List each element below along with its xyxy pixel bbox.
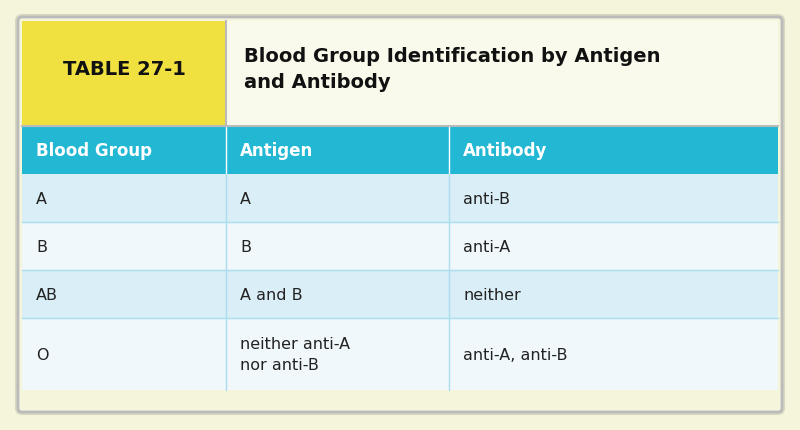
Text: neither anti-A
nor anti-B: neither anti-A nor anti-B (240, 336, 350, 372)
Text: anti-A: anti-A (463, 239, 510, 254)
Text: anti-A, anti-B: anti-A, anti-B (463, 347, 568, 362)
Text: Blood Group: Blood Group (36, 141, 152, 160)
Text: B: B (36, 239, 47, 254)
Text: A: A (240, 191, 251, 206)
FancyBboxPatch shape (16, 16, 784, 414)
Text: TABLE 27-1: TABLE 27-1 (62, 60, 186, 79)
Bar (22, 270, 778, 318)
Text: Antibody: Antibody (463, 141, 547, 160)
Text: A: A (36, 191, 47, 206)
Bar (22, 22, 226, 127)
Text: A and B: A and B (240, 287, 302, 302)
Bar (22, 127, 778, 175)
Bar (22, 318, 778, 390)
Text: B: B (240, 239, 251, 254)
Bar (22, 222, 778, 270)
Text: Antigen: Antigen (240, 141, 314, 160)
Text: O: O (36, 347, 49, 362)
Text: Blood Group Identification by Antigen
and Antibody: Blood Group Identification by Antigen an… (244, 47, 661, 92)
Bar (22, 175, 778, 222)
Text: anti-B: anti-B (463, 191, 510, 206)
Text: neither: neither (463, 287, 521, 302)
Text: AB: AB (36, 287, 58, 302)
Bar (226, 22, 778, 127)
